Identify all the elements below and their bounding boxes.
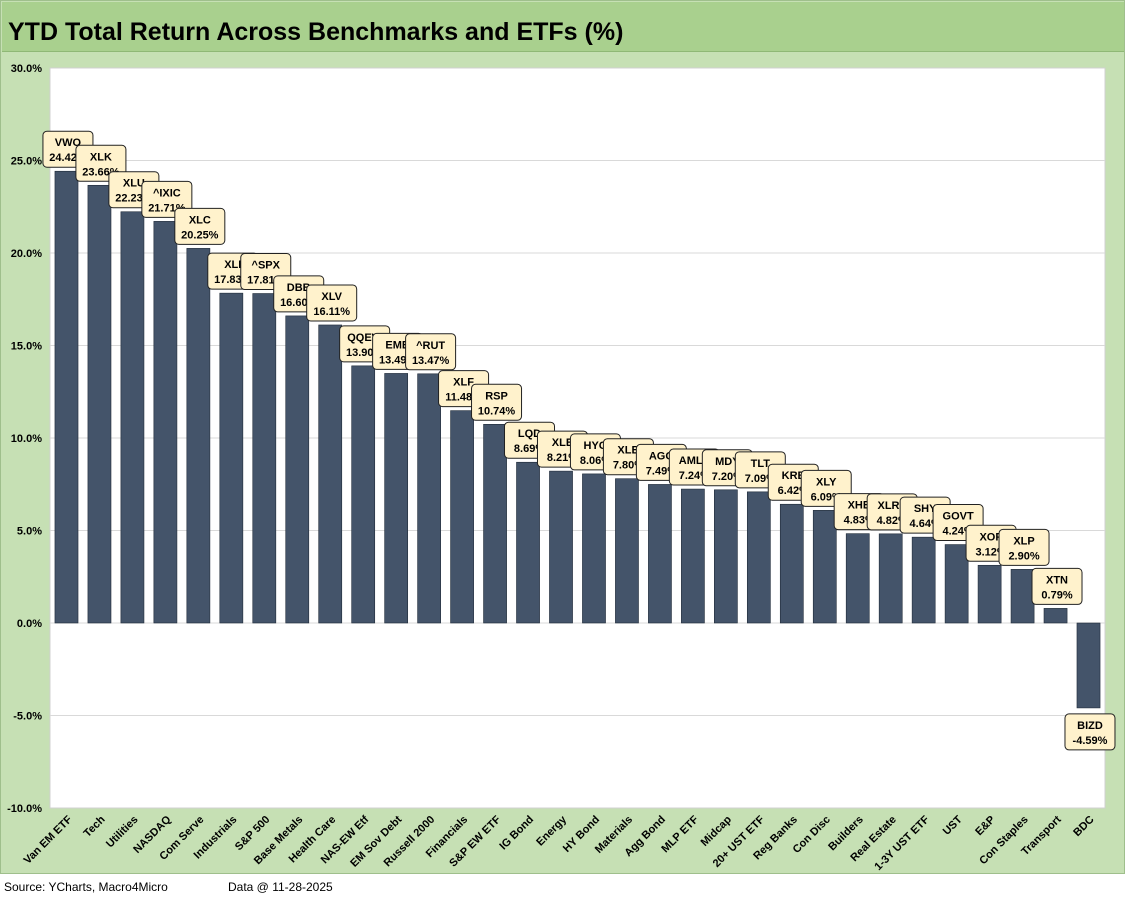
bar [285,315,310,624]
bar [1010,569,1035,624]
bar [54,170,79,624]
data-label-ticker: XLY [816,476,837,488]
data-label-ticker: XLB [617,445,639,457]
y-tick-label: 25.0% [11,156,42,168]
bar [120,211,145,624]
data-label-ticker: VWO [55,137,82,149]
data-label-ticker: LQD [518,428,541,440]
data-label-ticker: XLP [1013,535,1034,547]
bar [746,491,771,624]
bar [845,533,870,624]
bar [714,489,738,624]
bar [252,293,277,624]
data-label-box [998,528,1050,566]
bar [779,503,804,624]
data-label-ticker: XLV [321,291,342,303]
bar [549,470,573,624]
bar [417,373,441,624]
data-label-ticker: XHB [848,500,871,512]
y-tick-label: 10.0% [11,433,42,445]
y-tick-label: 20.0% [11,248,42,260]
bar [878,533,903,624]
bar [812,510,837,624]
bar [318,324,343,624]
bar [153,221,178,624]
data-label-value: 2.90% [1008,550,1039,562]
y-tick-label: 30.0% [11,63,42,75]
bar [351,365,376,624]
data-label-value: 10.74% [478,405,516,417]
bar [450,410,474,624]
data-label-ticker: DBB [287,282,311,294]
data-label-ticker: XOP [979,531,1002,543]
data-label-ticker: ^IXIC [153,187,181,199]
data-label-ticker: AGG [649,450,674,462]
footer-source: Source: YCharts, Macro4Micro [4,880,168,894]
data-label-ticker: BIZD [1077,720,1103,732]
data-label-value: 0.79% [1041,589,1072,601]
x-tick-label: Tech [82,813,108,839]
data-label-ticker: RSP [485,390,508,402]
title-band: YTD Total Return Across Benchmarks and E… [2,2,1124,52]
bar [944,544,969,624]
y-tick-label: -10.0% [7,803,42,815]
data-label-ticker: XLU [123,178,145,190]
bar [483,424,507,624]
footer-data-date: Data @ 11-28-2025 [228,880,333,894]
x-tick-label: MLP ETF [659,813,701,855]
bar [911,536,936,624]
bar [648,484,672,624]
data-label-ticker: HYG [584,440,608,452]
x-tick-label: E&P [973,814,997,838]
data-label-ticker: ^SPX [252,260,281,272]
data-label-box [405,333,457,371]
data-label-box [306,284,358,322]
bar [1043,608,1068,624]
y-tick-label: 15.0% [11,341,42,353]
bar [384,373,409,624]
data-label-ticker: XLF [453,377,474,389]
bar [977,564,1002,624]
bar [1076,622,1101,709]
chart-title: YTD Total Return Across Benchmarks and E… [8,18,624,46]
data-label-value: 20.25% [181,229,219,241]
bar [582,473,606,624]
data-label-ticker: XLI [224,259,241,271]
y-tick-label: 5.0% [17,526,42,538]
data-label-ticker: SHY [914,503,937,515]
bar [87,184,112,624]
data-label-ticker: XTN [1046,574,1068,586]
data-label-ticker: XLRE [877,500,906,512]
x-tick-label: IG Bond [497,814,536,853]
data-label-box [174,207,226,245]
data-label-ticker: EMB [385,339,410,351]
bar [615,478,639,624]
x-tick-label: UST [941,813,965,837]
bar [186,248,211,624]
data-label-box [1031,567,1083,605]
bar [681,488,705,624]
data-label-ticker: MDY [715,456,740,468]
data-label-ticker: XLK [90,151,112,163]
x-tick-label: BDC [1071,814,1096,839]
y-tick-label: 0.0% [17,618,42,630]
data-label-ticker: KRE [782,470,805,482]
data-label-box [471,383,523,421]
data-label-ticker: XLC [189,214,211,226]
y-tick-label: -5.0% [13,711,42,723]
bar [219,292,244,624]
data-label-value: -4.59% [1073,735,1108,747]
data-label-value: 16.11% [313,306,350,318]
x-tick-label: Van EM ETF [22,813,75,866]
data-label-ticker: ^RUT [416,340,445,352]
data-label-value: 13.47% [412,355,450,367]
data-label-box [1064,713,1116,751]
data-label-ticker: TLT [751,458,771,470]
data-label-ticker: GOVT [943,511,974,523]
data-label-ticker: XLE [552,437,573,449]
bar [516,461,540,624]
